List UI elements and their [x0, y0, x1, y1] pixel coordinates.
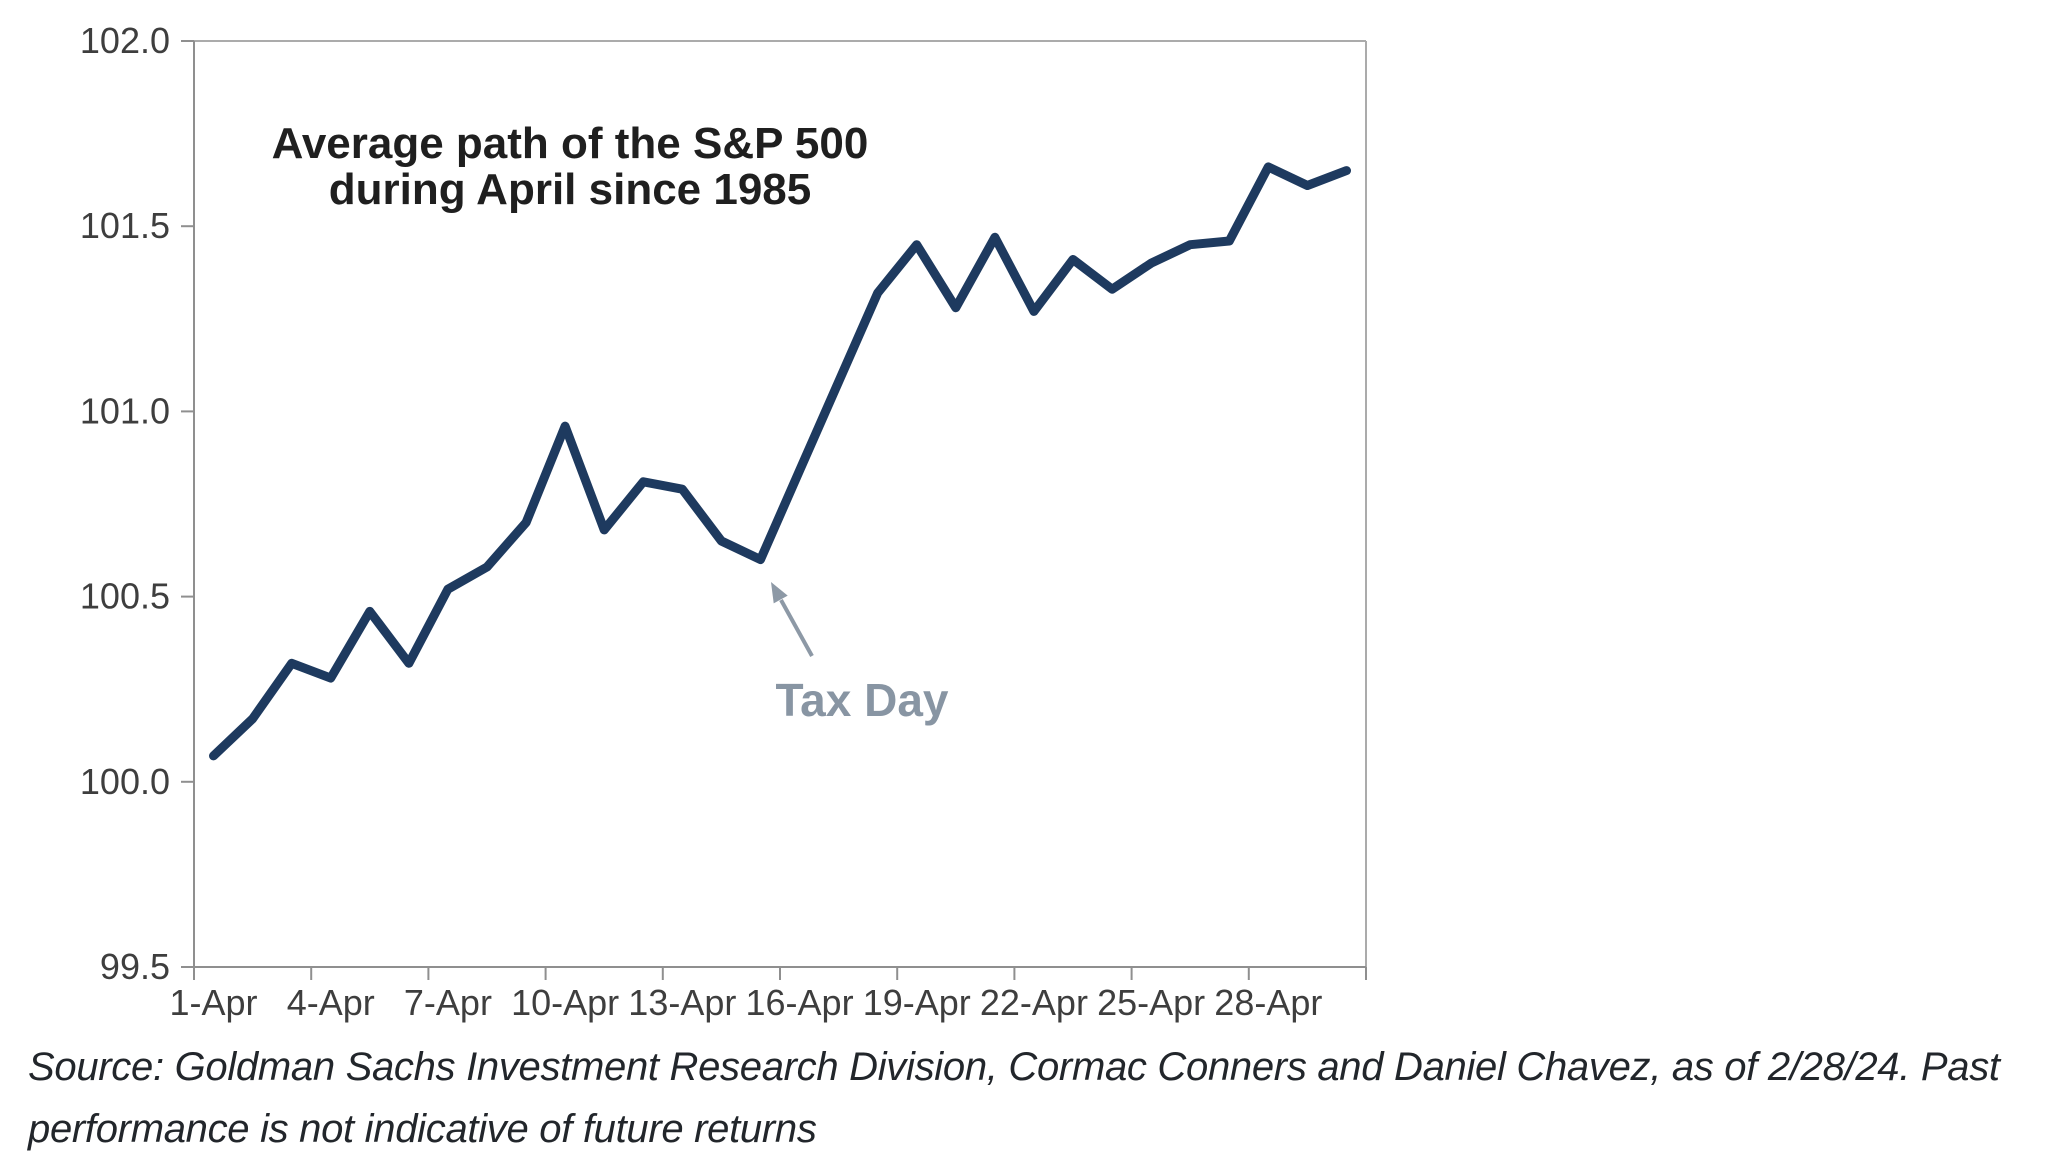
sp500-average-path-line [209, 162, 1351, 761]
x-tick-label: 10-Apr [511, 982, 619, 1023]
y-tick-label: 101.5 [80, 205, 170, 246]
x-tick-label: 7-Apr [404, 982, 492, 1023]
chart-axes: 99.5 100.0 100.5 101.0 101.5 102.0 1-Apr 4-Apr 7… [80, 20, 1367, 1023]
source-line1: Source: Goldman Sachs Investment Researc… [28, 1045, 2000, 1089]
y-tick-label: 101.0 [80, 390, 170, 431]
x-tick-label: 4-Apr [287, 982, 375, 1023]
x-tick-label: 28-Apr [1214, 982, 1322, 1023]
chart-title-line2: during April since 1985 [329, 165, 812, 214]
x-tick-label: 19-Apr [863, 982, 971, 1023]
tax-day-annotation: Tax Day [771, 582, 949, 726]
y-tick-label: 102.0 [80, 20, 170, 61]
x-tick-label: 16-Apr [746, 982, 854, 1023]
y-tick-label: 100.5 [80, 576, 170, 617]
tax-day-annotation-label: Tax Day [775, 674, 948, 726]
tax-day-arrowhead-icon [771, 582, 788, 604]
chart-series [209, 162, 1351, 761]
chart-title-line1: Average path of the S&P 500 [272, 119, 869, 168]
y-tick-label: 100.0 [80, 761, 170, 802]
source-line2: performance is not indicative of future … [28, 1107, 817, 1151]
x-tick-label: 13-Apr [628, 982, 736, 1023]
x-tick-label: 25-Apr [1097, 982, 1205, 1023]
x-tick-label: 1-Apr [170, 982, 258, 1023]
x-tick-label: 22-Apr [980, 982, 1088, 1023]
y-tick-label: 99.5 [100, 946, 170, 987]
source-note: Source: Goldman Sachs Investment Researc… [28, 1036, 2000, 1160]
tax-day-arrow-line [779, 599, 814, 657]
